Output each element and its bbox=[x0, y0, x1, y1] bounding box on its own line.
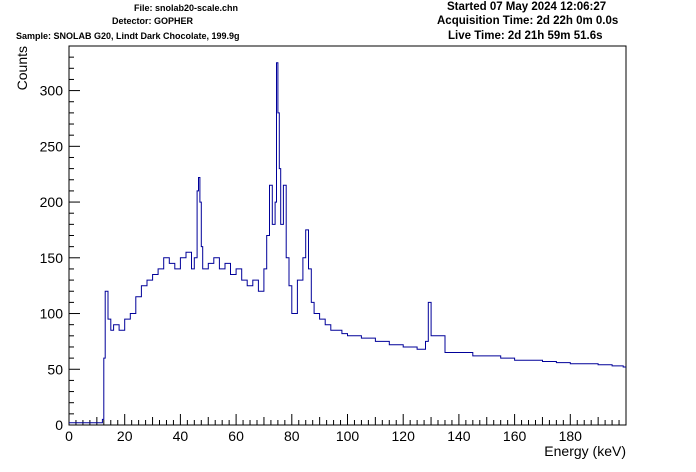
header-acquisition-time: Acquisition Time: 2d 22h 0m 0.0s bbox=[437, 15, 619, 27]
x-tick-label: 180 bbox=[559, 428, 583, 444]
header-file: File: snolab20-scale.chn bbox=[134, 3, 239, 13]
histogram-line bbox=[69, 62, 626, 424]
y-tick-label: 0 bbox=[55, 417, 63, 433]
y-tick-label: 100 bbox=[40, 306, 64, 322]
header-started: Started 07 May 2024 12:06:27 bbox=[447, 1, 607, 13]
x-tick-label: 40 bbox=[173, 428, 189, 444]
y-tick-label: 200 bbox=[40, 194, 64, 210]
x-axis-label: Energy (keV) bbox=[544, 443, 626, 459]
y-axis: 0 50 100 150 200 250 300 bbox=[40, 45, 80, 433]
header-detector: Detector: GOPHER bbox=[112, 16, 194, 26]
x-tick-label: 100 bbox=[336, 428, 360, 444]
x-tick-label: 160 bbox=[503, 428, 527, 444]
y-tick-label: 50 bbox=[47, 361, 63, 377]
x-tick-label: 140 bbox=[447, 428, 471, 444]
x-tick-label: 120 bbox=[392, 428, 416, 444]
x-tick-label: 0 bbox=[65, 428, 73, 444]
y-tick-label: 250 bbox=[40, 138, 64, 154]
x-axis: 0 20 40 60 80 100 120 140 160 180 bbox=[65, 414, 627, 444]
header-sample: Sample: SNOLAB G20, Lindt Dark Chocolate… bbox=[16, 31, 240, 41]
y-tick-label: 300 bbox=[40, 83, 64, 99]
y-axis-label: Counts bbox=[14, 46, 30, 90]
y-tick-label: 150 bbox=[40, 250, 64, 266]
x-tick-label: 20 bbox=[117, 428, 133, 444]
header-live-time: Live Time: 2d 21h 59m 51.6s bbox=[448, 30, 603, 42]
x-tick-label: 80 bbox=[284, 428, 300, 444]
plot-frame bbox=[68, 45, 627, 426]
x-tick-label: 60 bbox=[228, 428, 244, 444]
